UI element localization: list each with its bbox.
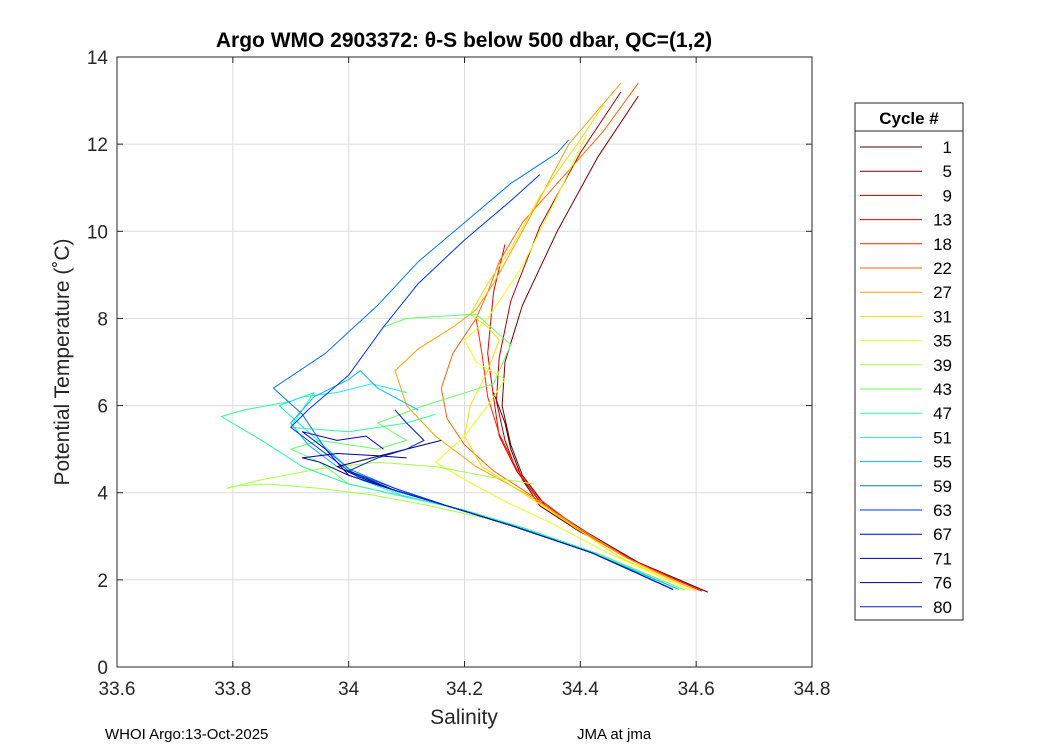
legend-label-cycle-1: 1 [943, 138, 952, 157]
footer-source: WHOI Argo:13-Oct-2025 [105, 726, 269, 743]
legend-title: Cycle # [879, 109, 939, 128]
series-line-cycle-47 [220, 392, 680, 590]
y-axis-label: Potential Temperature (˚C) [51, 238, 74, 485]
y-tick-label: 6 [97, 397, 108, 418]
y-tick-label: 10 [87, 222, 108, 243]
legend-label-cycle-13: 13 [933, 211, 952, 230]
y-tick-label: 8 [97, 309, 108, 330]
y-tick-label: 12 [87, 135, 108, 156]
chart-title: Argo WMO 2903372: θ-S below 500 dbar, QC… [216, 29, 712, 52]
x-tick-label: 33.6 [99, 679, 136, 700]
legend-label-cycle-63: 63 [933, 501, 952, 520]
legend-label-cycle-31: 31 [933, 307, 952, 326]
legend-label-cycle-71: 71 [933, 549, 952, 568]
y-tick-label: 14 [87, 48, 109, 69]
x-tick-label: 34.6 [678, 679, 715, 700]
y-tick-label: 2 [97, 571, 108, 592]
series-line-cycle-80 [348, 409, 674, 590]
legend-label-cycle-55: 55 [933, 453, 952, 472]
footer-credit: JMA at jma [577, 726, 652, 743]
x-axis-ticks: 33.6 33.8 34 34.2 34.4 34.6 34.8 [99, 57, 831, 700]
y-axis-ticks: 0 2 4 6 8 10 12 14 [87, 48, 812, 679]
series-line-cycle-18 [475, 318, 703, 592]
y-tick-label: 0 [97, 658, 108, 679]
legend-label-cycle-43: 43 [933, 380, 952, 399]
legend-label-cycle-39: 39 [933, 356, 952, 375]
series-line-cycle-5 [501, 95, 708, 593]
x-tick-label: 34.8 [794, 679, 831, 700]
legend-label-cycle-59: 59 [933, 477, 952, 496]
legend-label-cycle-27: 27 [933, 283, 952, 302]
legend: Cycle # 15913182227313539434751555963677… [854, 102, 964, 621]
y-tick-label: 4 [97, 484, 108, 505]
x-tick-label: 34.4 [562, 679, 599, 700]
series-lines [220, 82, 708, 593]
series-line-cycle-27 [394, 82, 697, 592]
legend-label-cycle-9: 9 [943, 186, 952, 205]
legend-label-cycle-22: 22 [933, 259, 952, 278]
legend-label-cycle-5: 5 [943, 162, 952, 181]
x-tick-label: 34 [338, 679, 360, 700]
legend-label-cycle-18: 18 [933, 235, 952, 254]
legend-label-cycle-51: 51 [933, 428, 952, 447]
x-tick-label: 33.8 [214, 679, 251, 700]
legend-label-cycle-35: 35 [933, 332, 952, 351]
legend-label-cycle-76: 76 [933, 574, 952, 593]
legend-label-cycle-47: 47 [933, 404, 952, 423]
series-line-cycle-51 [278, 383, 679, 590]
x-tick-label: 34.2 [446, 679, 483, 700]
series-line-cycle-31 [464, 104, 697, 592]
series-line-cycle-35 [435, 135, 691, 591]
legend-label-cycle-67: 67 [933, 525, 952, 544]
x-axis-label: Salinity [430, 706, 498, 729]
legend-label-cycle-80: 80 [933, 598, 952, 617]
